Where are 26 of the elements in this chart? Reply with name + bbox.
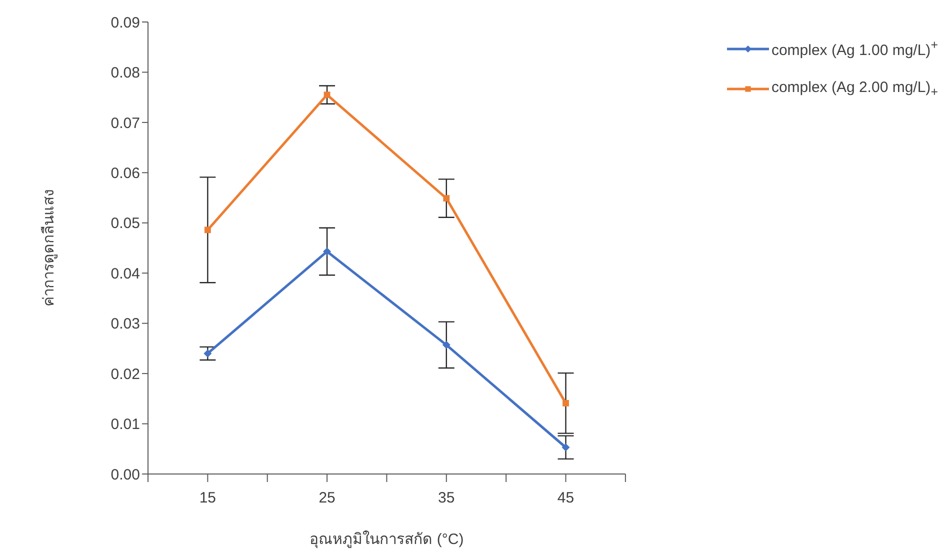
point xyxy=(442,340,450,349)
y-tick-label: 0.06 xyxy=(110,164,140,182)
x-tick-label: 45 xyxy=(557,490,574,507)
y-tick-label: 0.07 xyxy=(110,114,140,132)
y-tick-label: 0.03 xyxy=(110,316,140,333)
point xyxy=(562,400,569,406)
point xyxy=(204,349,212,358)
legend-label: complex (Ag 1.00 mg/L)$^{+}$ xyxy=(771,38,938,59)
y-axis-title: ค่าการดูดกลืนแสง xyxy=(40,190,58,306)
point xyxy=(324,92,330,98)
y-tick-label: 0.05 xyxy=(110,215,140,232)
y-tick-label: 0.01 xyxy=(110,416,140,434)
x-axis-title: อุณหภูมิในการสกัด (°C) xyxy=(310,530,464,549)
x-tick-label: 35 xyxy=(438,490,455,507)
y-tick-label: 0.08 xyxy=(110,64,140,82)
point xyxy=(204,226,211,234)
point xyxy=(323,248,332,256)
x-tick-label: 15 xyxy=(199,490,216,507)
y-tick-label: 0.09 xyxy=(110,14,140,32)
y-tick-label: 0.00 xyxy=(110,466,140,484)
x-tick-label: 25 xyxy=(318,490,336,507)
y-tick-label: 0.04 xyxy=(110,265,140,282)
point xyxy=(443,195,450,202)
y-tick-label: 0.02 xyxy=(110,366,140,383)
legend-label: complex (Ag 2.00 mg/L)$_{+}$ xyxy=(771,79,938,99)
point xyxy=(562,443,570,452)
